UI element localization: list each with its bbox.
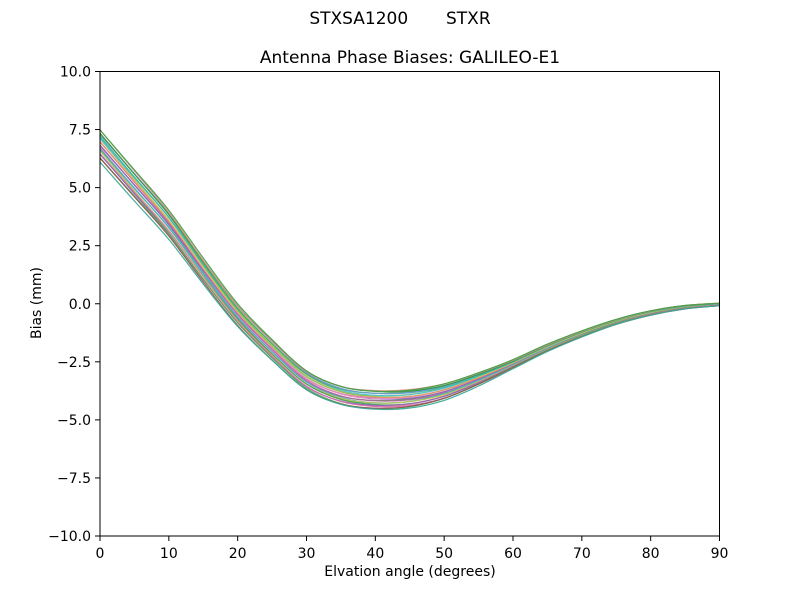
- bias-curve: [100, 153, 720, 407]
- bias-curve: [100, 148, 720, 404]
- bias-curve: [100, 150, 720, 404]
- bias-curve: [100, 145, 720, 402]
- y-axis-label: Bias (mm): [29, 266, 45, 340]
- y-tick-label: −2.5: [57, 355, 91, 371]
- bias-curve: [100, 157, 720, 410]
- bias-curve: [100, 153, 720, 407]
- x-tick-label: 20: [229, 546, 247, 562]
- y-tick-label: 0.0: [69, 297, 91, 313]
- bias-curve: [100, 144, 720, 402]
- x-tick-label: 0: [96, 546, 105, 562]
- bias-curves: [100, 129, 720, 411]
- x-tick-label: 90: [711, 546, 729, 562]
- y-tick-label: 5.0: [69, 181, 91, 197]
- bias-curve: [100, 153, 720, 406]
- bias-curve: [100, 129, 720, 393]
- y-tick-label: 7.5: [69, 123, 91, 139]
- bias-curve: [100, 144, 720, 400]
- y-tick-label: 10.0: [60, 65, 91, 81]
- y-tick-label: −7.5: [57, 471, 91, 487]
- axes-border: [99, 71, 720, 537]
- x-tick-label: 80: [642, 546, 660, 562]
- x-tick-label: 70: [573, 546, 591, 562]
- x-axis-label: Elvation angle (degrees): [324, 564, 496, 580]
- bias-curve: [100, 149, 720, 404]
- figure-suptitle: STXSA1200 STXR: [309, 9, 491, 29]
- bias-curve: [100, 133, 720, 395]
- bias-curve: [100, 157, 720, 408]
- y-tick-label: −10.0: [48, 529, 91, 545]
- x-tick-label: 60: [504, 546, 522, 562]
- bias-curve: [100, 157, 720, 409]
- bias-curve: [100, 147, 720, 402]
- x-tick-label: 30: [298, 546, 316, 562]
- x-tick-label: 40: [366, 546, 384, 562]
- y-tick-label: 2.5: [69, 239, 91, 255]
- x-tick-label: 10: [160, 546, 178, 562]
- bias-curve: [100, 161, 720, 411]
- y-tick-label: −5.0: [57, 413, 91, 429]
- x-tick-label: 50: [435, 546, 453, 562]
- axes-title: Antenna Phase Biases: GALILEO-E1: [259, 48, 561, 68]
